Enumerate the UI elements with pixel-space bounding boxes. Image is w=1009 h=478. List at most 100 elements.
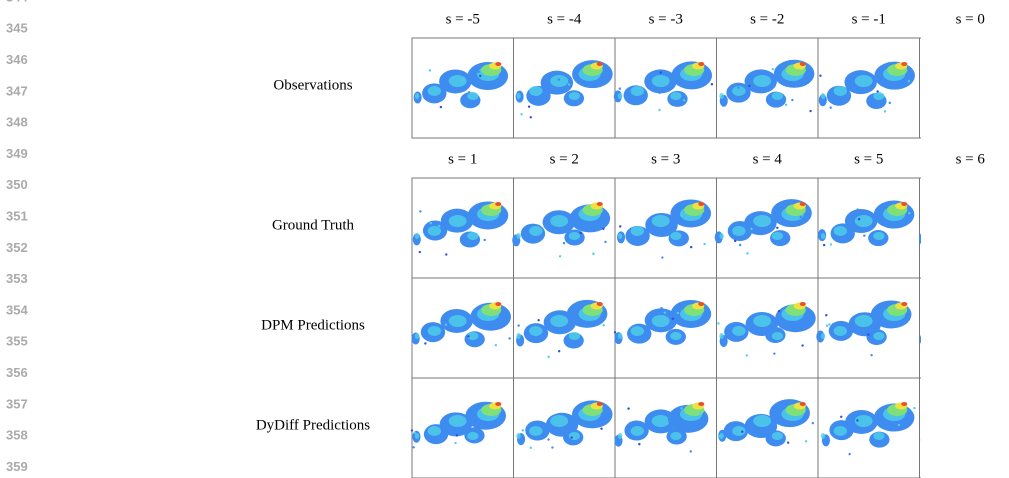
radar-blob bbox=[516, 93, 520, 99]
line-number: 344 bbox=[6, 0, 28, 4]
radar-speck bbox=[779, 325, 781, 327]
radar-speck bbox=[412, 446, 414, 448]
radar-speck bbox=[825, 314, 827, 316]
radar-image bbox=[922, 59, 1009, 108]
radar-speck bbox=[999, 74, 1001, 76]
radar-speck bbox=[517, 324, 519, 326]
radar-speck bbox=[677, 312, 679, 314]
radar-speck bbox=[602, 324, 604, 326]
radar-speck bbox=[548, 356, 550, 358]
radar-speck bbox=[828, 323, 830, 325]
radar-blob bbox=[732, 226, 745, 236]
radar-blob bbox=[977, 400, 1009, 428]
line-number: 359 bbox=[6, 459, 28, 474]
radar-speck bbox=[579, 232, 581, 234]
radar-speck bbox=[478, 71, 480, 73]
radar-speck bbox=[600, 428, 602, 430]
radar-speck bbox=[863, 234, 865, 236]
radar-speck bbox=[739, 244, 741, 246]
radar-speck bbox=[658, 92, 660, 94]
radar-speck bbox=[829, 106, 831, 108]
column-label: s = 3 bbox=[651, 151, 680, 167]
radar-blob bbox=[467, 232, 478, 240]
radar-speck bbox=[889, 102, 891, 104]
line-number: 356 bbox=[6, 365, 28, 380]
radar-speck bbox=[746, 252, 748, 254]
radar-speck bbox=[826, 324, 828, 326]
radar-blob bbox=[989, 204, 1009, 216]
line-number: 358 bbox=[6, 428, 28, 443]
radar-blob bbox=[901, 402, 907, 406]
radar-speck bbox=[858, 218, 860, 220]
radar-speck bbox=[461, 79, 463, 81]
radar-speck bbox=[454, 442, 456, 444]
radar-blob bbox=[922, 93, 926, 99]
radar-speck bbox=[908, 80, 910, 82]
radar-blob bbox=[652, 415, 670, 427]
radar-blob bbox=[948, 313, 980, 337]
radar-speck bbox=[870, 354, 872, 356]
radar-blob bbox=[529, 226, 542, 236]
radar-blob bbox=[449, 75, 467, 87]
radar-blob bbox=[550, 315, 568, 327]
radar-blob bbox=[652, 315, 670, 327]
radar-blob bbox=[618, 93, 622, 99]
column-label: s = 4 bbox=[753, 151, 783, 167]
radar-speck bbox=[772, 68, 774, 70]
line-number: 351 bbox=[6, 209, 28, 224]
radar-blob bbox=[997, 203, 1009, 210]
radar-speck bbox=[419, 251, 421, 253]
radar-blob bbox=[975, 232, 986, 240]
radar-speck bbox=[988, 437, 990, 439]
radar-blob bbox=[719, 333, 723, 339]
radar-blob bbox=[753, 215, 771, 227]
radar-blob bbox=[449, 415, 467, 427]
radar-blob bbox=[901, 202, 907, 206]
radar-speck bbox=[661, 256, 663, 258]
radar-speck bbox=[801, 344, 803, 346]
panel-frame bbox=[920, 38, 1009, 138]
radar-blob bbox=[529, 86, 542, 96]
radar-speck bbox=[559, 255, 561, 257]
radar-speck bbox=[975, 422, 977, 424]
radar-blob bbox=[467, 432, 478, 440]
radar-speck bbox=[467, 335, 469, 337]
radar-blob bbox=[921, 434, 929, 446]
radar-blob bbox=[935, 326, 948, 336]
radar-speck bbox=[678, 427, 680, 429]
radar-speck bbox=[1003, 444, 1005, 446]
radar-blob bbox=[495, 202, 501, 206]
radar-blob bbox=[529, 326, 542, 336]
radar-blob bbox=[997, 303, 1009, 310]
radar-blob bbox=[800, 302, 806, 306]
radar-blob bbox=[928, 85, 952, 105]
radar-speck bbox=[548, 84, 550, 86]
radar-blob bbox=[415, 233, 419, 239]
radar-blob bbox=[529, 426, 542, 436]
column-label: s = 1 bbox=[448, 151, 477, 167]
radar-blob bbox=[516, 233, 520, 239]
radar-blob bbox=[670, 332, 681, 340]
radar-speck bbox=[741, 431, 743, 433]
line-number: 354 bbox=[6, 302, 28, 317]
radar-blob bbox=[984, 207, 1006, 221]
panel-frame bbox=[920, 378, 1009, 478]
radar-blob bbox=[972, 230, 992, 246]
radar-speck bbox=[776, 227, 778, 229]
radar-blob bbox=[800, 202, 806, 206]
radar-blob bbox=[698, 402, 704, 406]
radar-speck bbox=[925, 85, 927, 87]
radar-speck bbox=[800, 216, 802, 218]
radar-blob bbox=[989, 304, 1009, 316]
radar-blob bbox=[821, 93, 825, 99]
radar-blob bbox=[772, 232, 783, 240]
column-label: s = -2 bbox=[750, 11, 784, 27]
radar-blob bbox=[956, 75, 974, 87]
radar-blob bbox=[919, 233, 927, 245]
line-number: 347 bbox=[6, 83, 28, 98]
radar-speck bbox=[673, 340, 675, 342]
radar-blob bbox=[873, 432, 884, 440]
radar-speck bbox=[968, 69, 970, 71]
radar-blob bbox=[949, 210, 981, 234]
radar-blob bbox=[772, 332, 783, 340]
